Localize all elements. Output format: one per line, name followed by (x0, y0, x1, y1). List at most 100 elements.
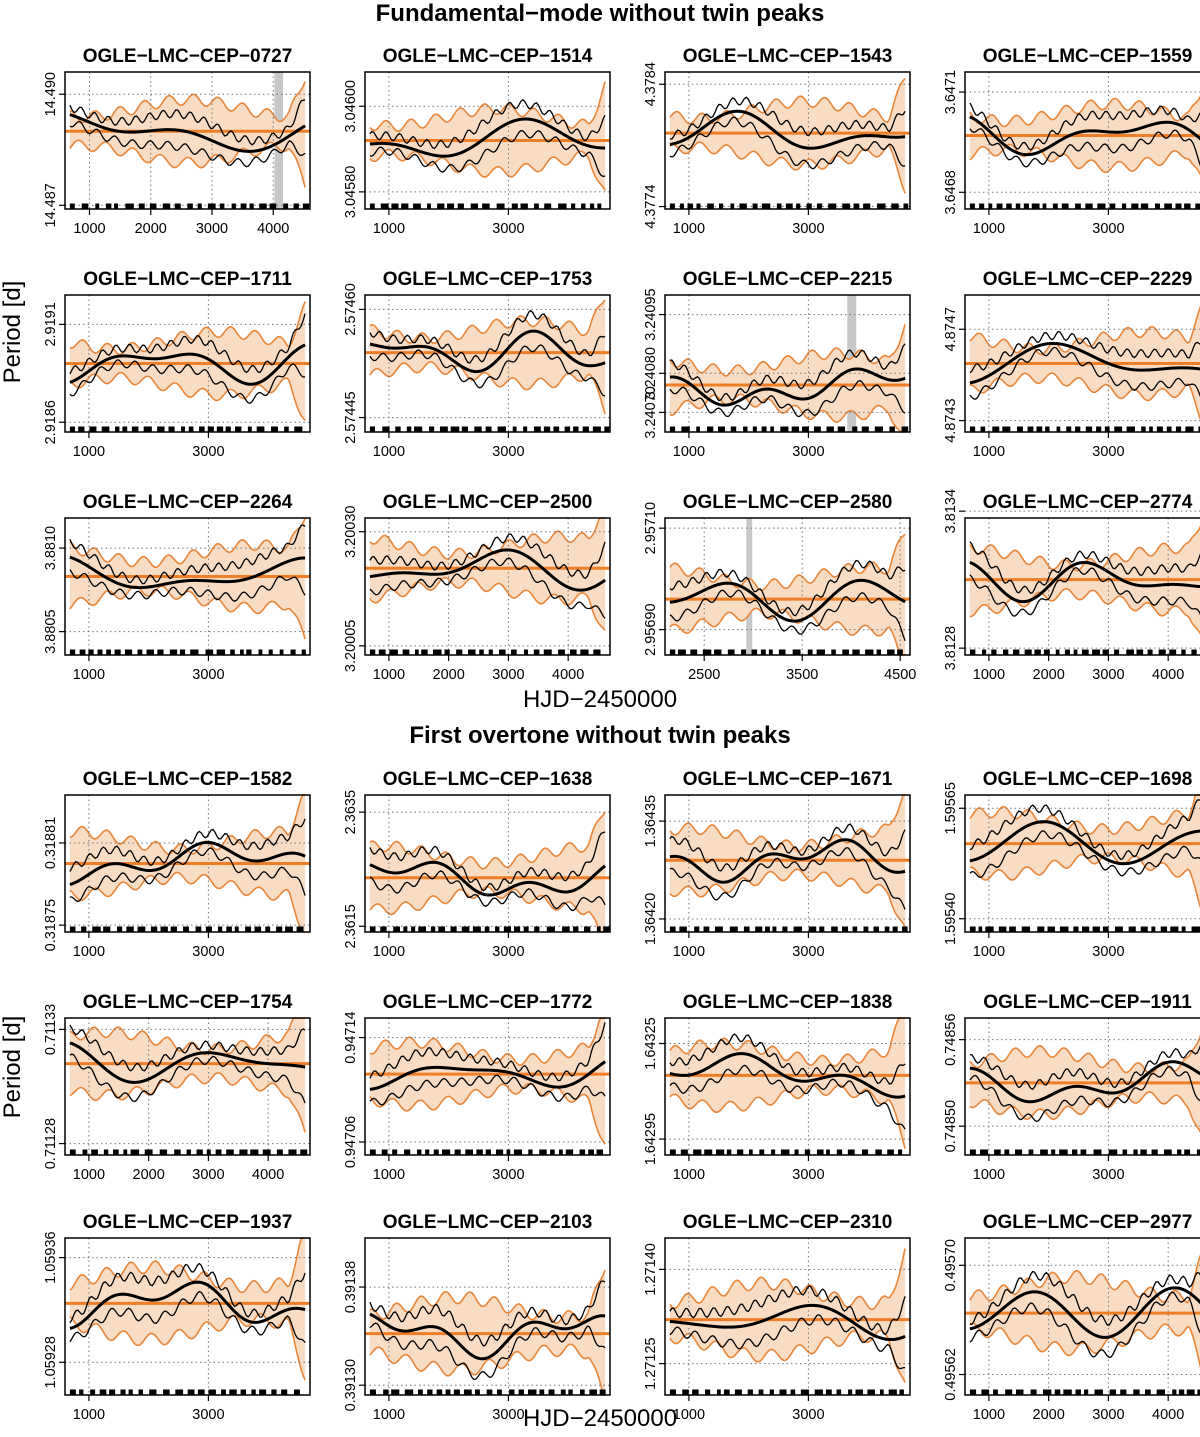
y-tick-label: 4.8747 (943, 307, 959, 351)
x-tick-label: 1000 (973, 221, 1005, 237)
panel-6: OGLE−LMC−CEP−1753 1000 3000 2.57460 2.57445 (343, 269, 611, 460)
x-tick-label: 1000 (673, 1167, 705, 1183)
panel-frame (64, 1017, 311, 1156)
upper-envelope-line (969, 102, 1200, 151)
band-lower-edge (69, 1313, 306, 1381)
y-tick-label: 0.94714 (343, 1011, 359, 1063)
x-tick-label: 1000 (373, 944, 405, 960)
upper-envelope-line (669, 96, 906, 140)
y-tick-label: 3.04580 (343, 166, 359, 218)
lower-envelope-line (369, 870, 606, 911)
y-tick-label: 4.3774 (643, 184, 659, 228)
y-tick-label: 3.20005 (343, 620, 359, 672)
y-tick-label: 3.8134 (943, 489, 959, 533)
panel-title: OGLE−LMC−CEP−1559 (983, 46, 1193, 67)
panel-frame (964, 794, 1200, 933)
period-curve (369, 1312, 606, 1361)
panel-2: OGLE−LMC−CEP−1514 1000 3000 3.04600 3.04580 (343, 46, 611, 237)
x-tick-label: 2000 (133, 1167, 165, 1183)
y-tick-label: 1.27125 (643, 1337, 659, 1389)
upper-envelope-line (969, 330, 1200, 374)
x-tick-label: 1000 (973, 444, 1005, 460)
y-tick-label: 0.49562 (943, 1348, 959, 1400)
panel-frame (364, 1237, 611, 1396)
panel-frame (64, 294, 311, 433)
panel-title: OGLE−LMC−CEP−2310 (683, 1212, 893, 1233)
panel-frame (664, 794, 911, 933)
band-lower-edge (669, 1329, 906, 1383)
x-tick-label: 1000 (373, 1167, 405, 1183)
y-tick-label: 2.3615 (343, 904, 359, 948)
band-lower-edge (969, 1091, 1200, 1133)
x-tick-label: 1000 (673, 221, 705, 237)
band-lower-edge (369, 576, 606, 631)
confidence-band (69, 1238, 306, 1381)
y-tick-label: 0.71133 (43, 1004, 59, 1055)
y-tick-label: 1.05928 (43, 1336, 59, 1388)
panel-13: OGLE−LMC−CEP−1582 1000 3000 0.31881 0.31875 (43, 769, 311, 960)
lower-envelope-line (69, 120, 306, 168)
panel-7: OGLE−LMC−CEP−2215 1000 3000 3.24095 3.240803… (643, 269, 911, 460)
confidence-band (69, 301, 306, 421)
lower-envelope-line (69, 569, 306, 602)
y-tick-label: 0.49570 (943, 1239, 959, 1291)
upper-envelope-line (69, 99, 306, 146)
period-curve (969, 1286, 1200, 1339)
period-curve (969, 560, 1200, 604)
confidence-band (669, 78, 906, 194)
lower-envelope-line (369, 557, 606, 619)
panel-frame (964, 294, 1200, 433)
upper-envelope-line (69, 818, 306, 872)
panel-frame (64, 794, 311, 933)
lower-envelope-line (369, 1322, 606, 1381)
panel-frame (364, 1017, 611, 1156)
panel-1: OGLE−LMC−CEP−0727 1000 2000 3000 4000 14.490 1… (43, 46, 311, 237)
period-curve (369, 117, 606, 158)
y-tick-label: 1.64295 (643, 1113, 659, 1165)
x-tick-label: 3000 (1092, 444, 1124, 460)
period-curve (369, 1060, 606, 1091)
y-tick-label: 3.20030 (343, 505, 359, 557)
upper-envelope-line (69, 1024, 306, 1072)
y-tick-label: 2.95710 (643, 502, 659, 554)
period-curve (69, 113, 306, 153)
panel-title: OGLE−LMC−CEP−2580 (683, 492, 893, 513)
y-tick-label: 3.6468 (943, 170, 959, 214)
y-tick-label: 3.8128 (943, 626, 959, 670)
y-tick-label: 0.31881 (43, 817, 59, 869)
band-lower-edge (369, 1082, 606, 1145)
x-tick-label: 1000 (73, 944, 105, 960)
period-curve (69, 1280, 306, 1330)
panel-19: OGLE−LMC−CEP−1838 1000 3000 1.64325 1.64295 (643, 992, 911, 1183)
y-tick-label: 3.24070 (643, 386, 659, 438)
y-tick-label: 0.71128 (43, 1118, 59, 1169)
y-tick-label: 0.39130 (343, 1359, 359, 1411)
panel-title: OGLE−LMC−CEP−1671 (683, 769, 893, 790)
x-tick-label: 4000 (257, 221, 289, 237)
upper-envelope-line (969, 1044, 1200, 1091)
period-curve (69, 555, 306, 590)
lower-envelope-line (369, 129, 606, 177)
panel-14: OGLE−LMC−CEP−1638 1000 3000 2.3635 2.3615 (343, 769, 611, 960)
band-upper-edge (969, 95, 1200, 128)
x-tick-label: 3000 (1092, 221, 1124, 237)
upper-envelope-line (69, 524, 306, 585)
period-curve (969, 820, 1200, 866)
x-tick-label: 3000 (1092, 944, 1124, 960)
period-curve (969, 341, 1200, 385)
x-tick-label: 3000 (492, 667, 524, 683)
period-curve (669, 838, 906, 884)
x-axis-label-bottom: HJD−2450000 (522, 1405, 678, 1432)
y-tick-label: 0.39138 (343, 1261, 359, 1313)
y-tick-label: 3.8810 (43, 526, 59, 570)
lower-envelope-line (69, 1053, 306, 1104)
x-axis-label-top: HJD−2450000 (522, 686, 678, 713)
x-tick-label: 3000 (792, 1407, 824, 1423)
lower-envelope-line (969, 830, 1200, 879)
panel-frame (664, 517, 911, 656)
panel-22: OGLE−LMC−CEP−2103 1000 3000 0.39138 0.39130 (343, 1212, 611, 1423)
y-tick-label: 1.59540 (943, 893, 959, 945)
y-tick-label: 0.31875 (43, 899, 59, 951)
panel-20: OGLE−LMC−CEP−1911 1000 3000 0.74856 0.74850 (943, 992, 1200, 1183)
